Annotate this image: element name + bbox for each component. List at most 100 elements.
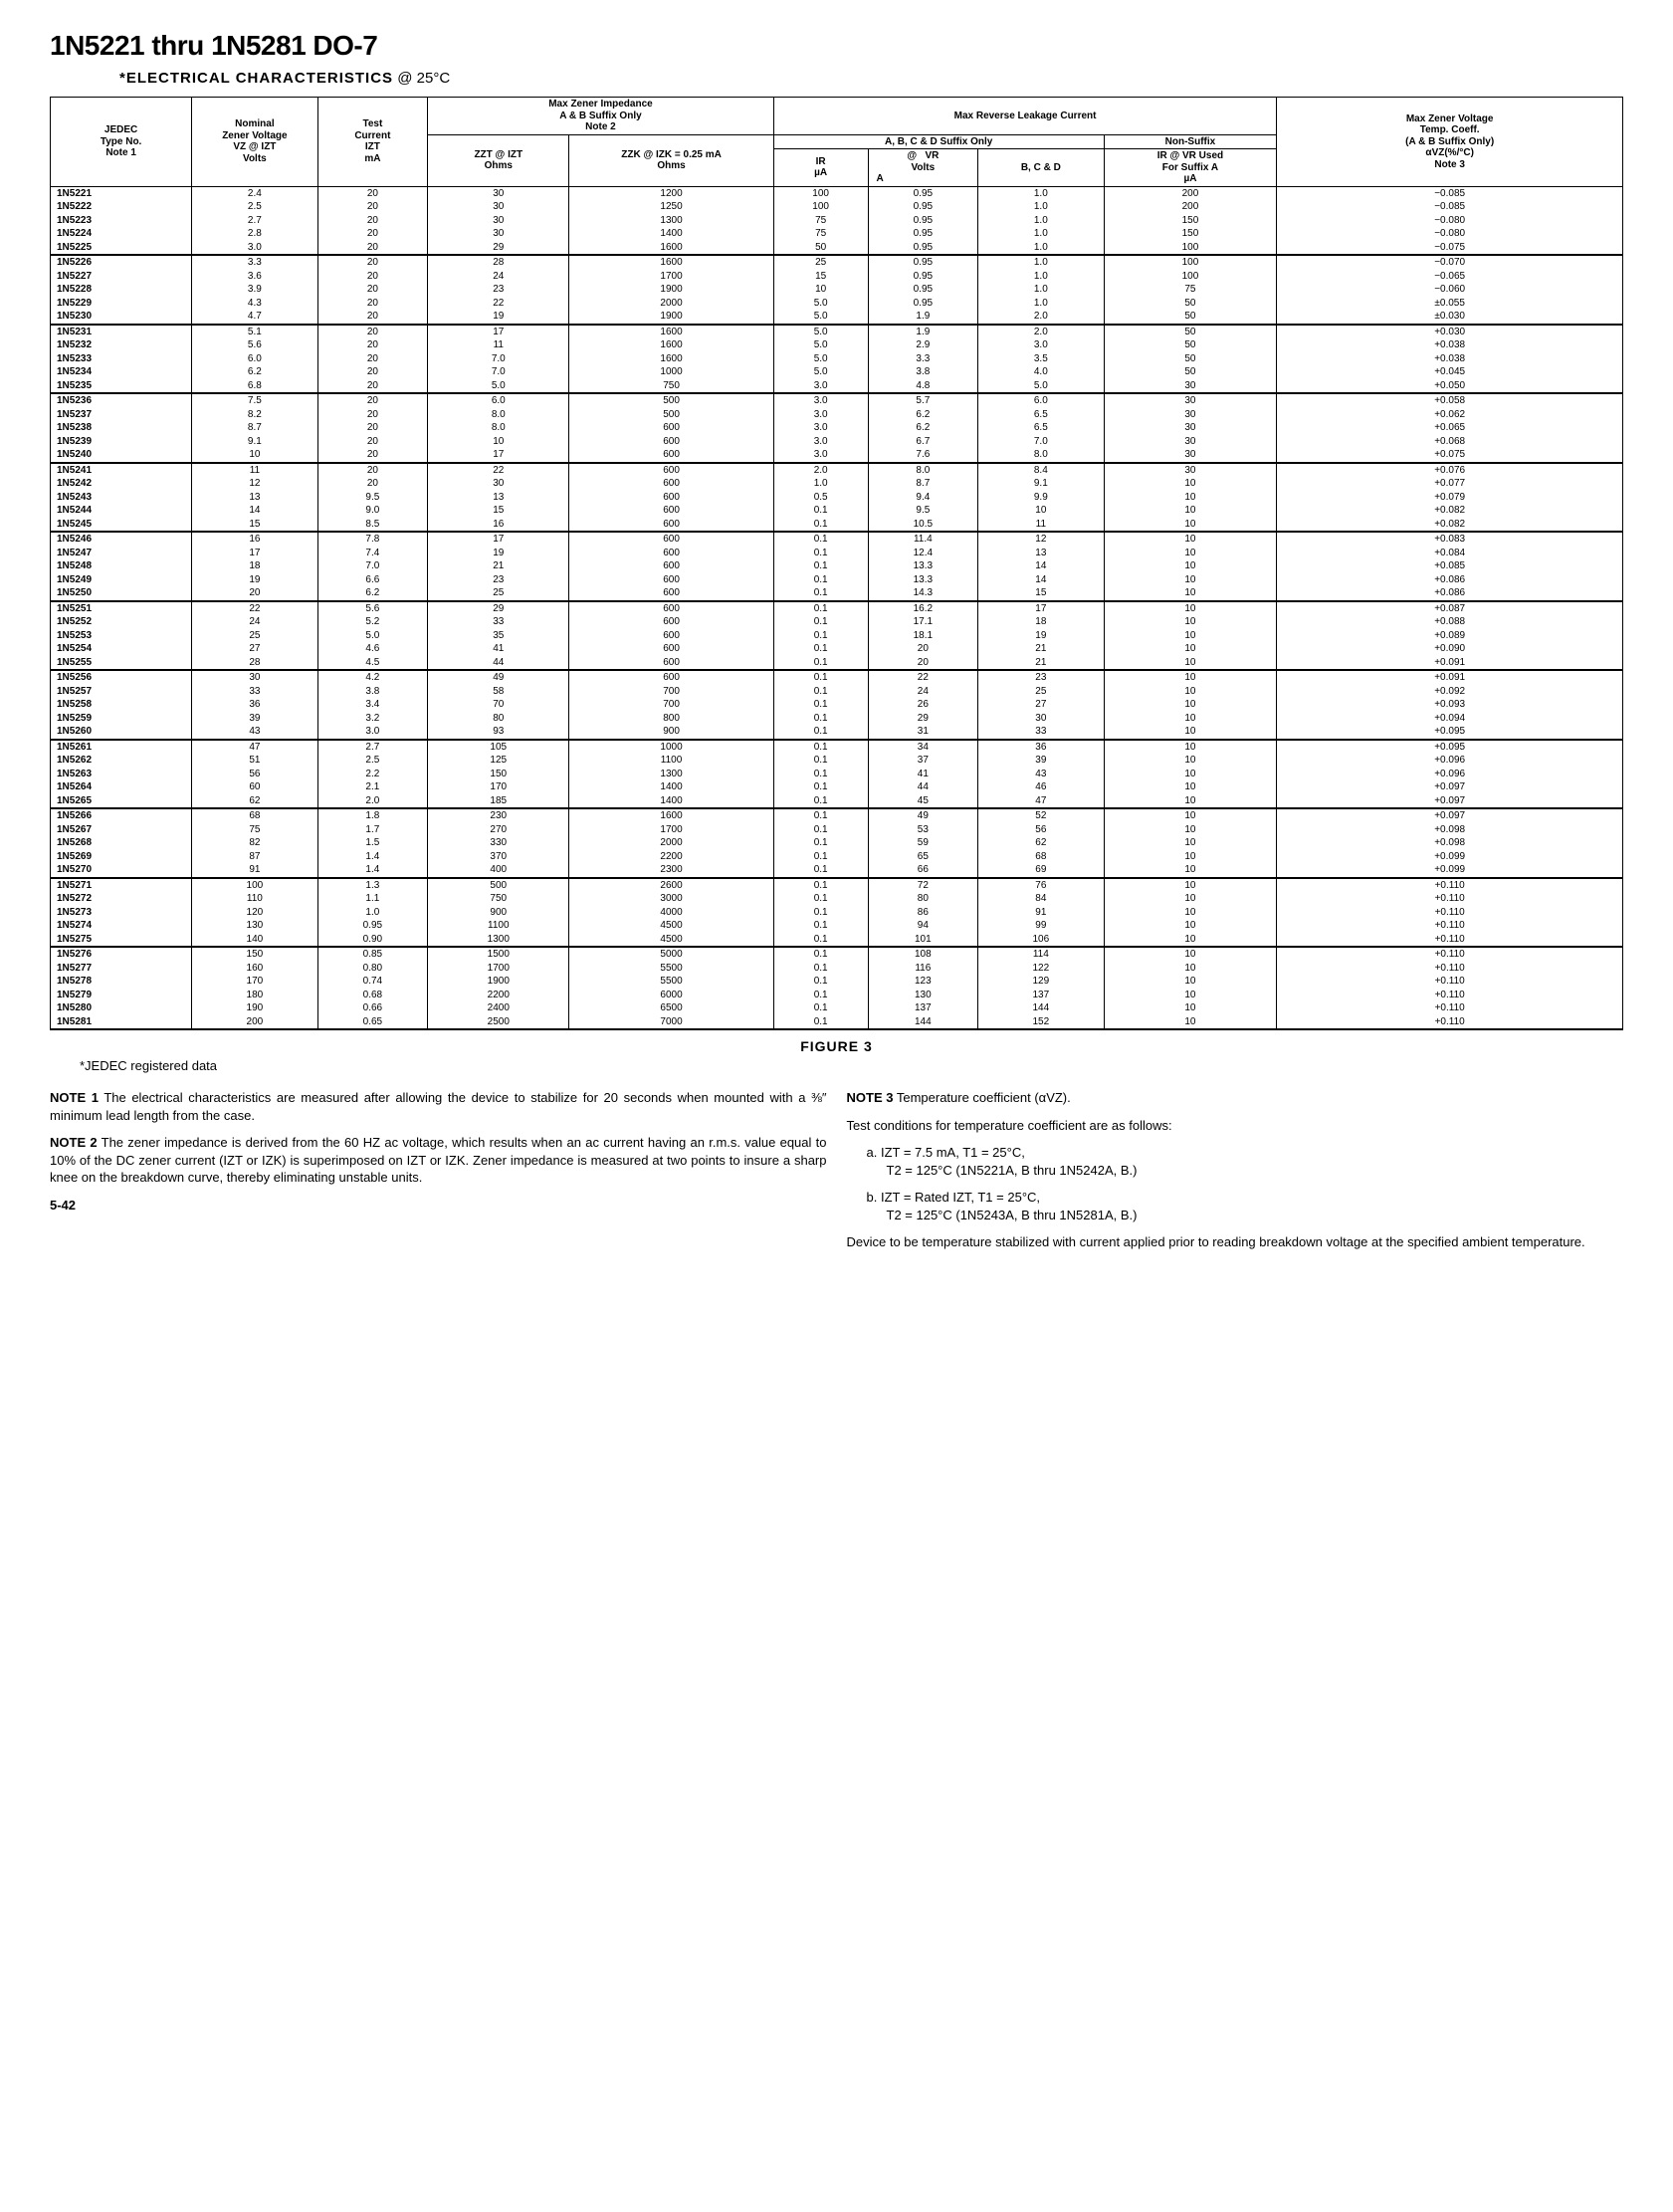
notes-section: NOTE 1 The electrical characteristics ar…	[50, 1089, 1623, 1261]
cell-value: 600	[569, 477, 773, 491]
cell-value: 10	[1104, 836, 1277, 850]
cell-value: 34	[868, 740, 978, 755]
cell-value: 28	[428, 255, 569, 270]
cell-value: 1300	[428, 933, 569, 948]
cell-value: 600	[569, 629, 773, 643]
table-row: 1N52263.320281600250.951.0100−0.070	[51, 255, 1623, 270]
cell-value: 2.0	[978, 325, 1104, 339]
cell-value: 29	[428, 241, 569, 256]
table-row: 1N52232.720301300750.951.0150−0.080	[51, 214, 1623, 228]
table-row: 1N52711001.350026000.1727610+0.110	[51, 878, 1623, 893]
cell-value: +0.089	[1277, 629, 1623, 643]
table-row: 1N52781700.74190055000.112312910+0.110	[51, 975, 1623, 989]
cell-value: 0.1	[773, 975, 868, 989]
cell-value: 24	[868, 685, 978, 699]
cell-value: 0.1	[773, 919, 868, 933]
cell-value: 7.4	[317, 547, 428, 560]
cell-value: 13.3	[868, 559, 978, 573]
cell-value: 10	[1104, 629, 1277, 643]
cell-value: 100	[773, 186, 868, 200]
cell-value: +0.110	[1277, 962, 1623, 976]
cell-value: 1.4	[317, 863, 428, 878]
cell-value: 1300	[569, 214, 773, 228]
cell-part: 1N5228	[51, 283, 192, 297]
cell-value: 8.7	[192, 421, 317, 435]
cell-value: 3.3	[868, 352, 978, 366]
table-row: 1N5267751.727017000.1535610+0.098	[51, 823, 1623, 837]
subtitle-temp: @ 25°C	[393, 70, 450, 87]
cell-value: 10	[1104, 768, 1277, 781]
cell-value: 10.5	[868, 518, 978, 533]
subtitle-main: *ELECTRICAL CHARACTERISTICS	[119, 70, 393, 87]
cell-value: 4000	[569, 906, 773, 920]
cell-value: 30	[1104, 408, 1277, 422]
cell-value: 6.8	[192, 379, 317, 394]
cell-value: 6.5	[978, 421, 1104, 435]
cell-value: 50	[773, 241, 868, 256]
cell-value: 14	[978, 559, 1104, 573]
cell-value: 6500	[569, 1001, 773, 1015]
table-header: JEDECType No.Note 1 NominalZener Voltage…	[51, 98, 1623, 187]
table-row: 1N52401020176003.07.68.030+0.075	[51, 448, 1623, 463]
cell-value: 10	[1104, 906, 1277, 920]
cell-part: 1N5243	[51, 491, 192, 505]
cell-part: 1N5248	[51, 559, 192, 573]
cell-value: 0.85	[317, 947, 428, 962]
table-row: 1N5247177.4196000.112.41310+0.084	[51, 547, 1623, 560]
cell-value: 10	[1104, 919, 1277, 933]
figure-caption: FIGURE 3	[50, 1038, 1623, 1054]
cell-value: −0.085	[1277, 186, 1623, 200]
cell-value: 53	[868, 823, 978, 837]
cell-value: 1.0	[978, 186, 1104, 200]
cell-part: 1N5246	[51, 532, 192, 547]
cell-value: 140	[192, 933, 317, 948]
cell-value: 400	[428, 863, 569, 878]
cell-part: 1N5266	[51, 808, 192, 823]
table-row: 1N5268821.533020000.1596210+0.098	[51, 836, 1623, 850]
cell-value: +0.091	[1277, 670, 1623, 685]
th-non-suffix: Non-Suffix	[1104, 134, 1277, 149]
cell-value: 24	[428, 270, 569, 284]
table-row: 1N52222.5203012501000.951.0200−0.085	[51, 200, 1623, 214]
cell-value: 70	[428, 698, 569, 712]
cell-value: 20	[317, 477, 428, 491]
cell-part: 1N5230	[51, 310, 192, 325]
cell-value: 30	[1104, 448, 1277, 463]
cell-part: 1N5249	[51, 573, 192, 587]
cell-value: 51	[192, 754, 317, 768]
cell-value: 7.0	[978, 435, 1104, 449]
cell-value: 0.1	[773, 698, 868, 712]
cell-value: 20	[868, 656, 978, 671]
cell-value: +0.038	[1277, 352, 1623, 366]
cell-value: 11	[428, 338, 569, 352]
cell-value: +0.110	[1277, 892, 1623, 906]
cell-value: 10	[1104, 962, 1277, 976]
cell-value: 20	[317, 214, 428, 228]
cell-value: 600	[569, 518, 773, 533]
table-row: 1N5257333.8587000.1242510+0.092	[51, 685, 1623, 699]
cell-part: 1N5273	[51, 906, 192, 920]
cell-part: 1N5235	[51, 379, 192, 394]
cell-value: 0.1	[773, 906, 868, 920]
notes-right-col: NOTE 3 Temperature coefficient (αVZ). Te…	[847, 1089, 1624, 1261]
cell-value: 600	[569, 463, 773, 478]
cell-value: 30	[1104, 379, 1277, 394]
cell-part: 1N5245	[51, 518, 192, 533]
cell-value: 1250	[569, 200, 773, 214]
cell-value: 41	[428, 642, 569, 656]
cell-value: 21	[978, 642, 1104, 656]
cell-value: 101	[868, 933, 978, 948]
cell-value: 80	[868, 892, 978, 906]
table-row: 1N52367.5206.05003.05.76.030+0.058	[51, 393, 1623, 408]
th-abcd-group: A, B, C & D Suffix Only	[773, 134, 1104, 149]
cell-value: 10	[1104, 754, 1277, 768]
cell-part: 1N5238	[51, 421, 192, 435]
cell-value: 1.3	[317, 878, 428, 893]
table-row: 1N5264602.117014000.1444610+0.097	[51, 780, 1623, 794]
cell-value: 6.0	[428, 393, 569, 408]
cell-value: 160	[192, 962, 317, 976]
cell-value: 20	[192, 586, 317, 601]
cell-value: 0.95	[868, 270, 978, 284]
cell-value: 0.1	[773, 1001, 868, 1015]
cell-value: 600	[569, 615, 773, 629]
